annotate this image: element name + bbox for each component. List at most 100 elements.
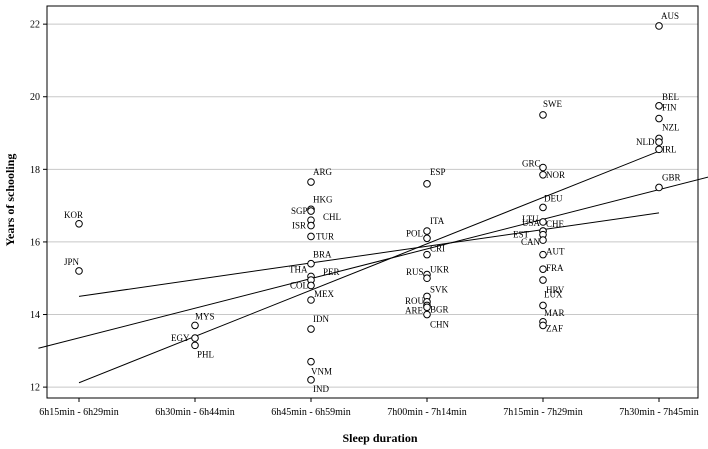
x-tick-label-0: 6h15min - 6h29min — [39, 407, 118, 418]
point-label-ind: IND — [313, 384, 329, 394]
point-zaf — [539, 321, 547, 330]
point-tur — [307, 232, 315, 241]
point-grc — [539, 163, 547, 172]
y-tick-label-20: 20 — [30, 92, 40, 103]
x-tick-label-4: 7h15min - 7h29min — [503, 407, 582, 418]
point-rus — [423, 274, 431, 283]
point-label-vnm: VNM — [311, 367, 332, 377]
point-label-egy: EGY — [171, 333, 190, 343]
point-col — [307, 281, 315, 290]
y-tick-label-18: 18 — [30, 165, 40, 176]
point-label-fra: FRA — [546, 263, 564, 273]
point-label-mar: MAR — [544, 308, 565, 318]
point-label-are: ARE — [405, 305, 424, 315]
point-label-phl: PHL — [197, 349, 214, 359]
y-tick-label-12: 12 — [30, 383, 40, 394]
fit-line-lower-bound — [78, 212, 660, 297]
point-esp — [423, 180, 431, 188]
axes: 12 14 16 18 20 22 6h15min - 6h29min 6h30min - 6… — [30, 5, 699, 418]
point-label-can: CAN — [521, 237, 541, 247]
fit-line-regression — [38, 176, 708, 349]
point-hrv — [539, 276, 547, 284]
point-irl — [655, 145, 663, 154]
point-label-arg: ARG — [313, 167, 333, 177]
x-tick-label-2: 6h45min - 6h59min — [271, 407, 350, 418]
point-label-svk: SVK — [430, 284, 449, 294]
point-gbr — [655, 183, 663, 192]
point-label-nor: NOR — [546, 170, 565, 180]
point-bel — [655, 102, 663, 110]
point-label-sgp: SGP — [291, 206, 308, 216]
point-label-idn: IDN — [313, 314, 329, 324]
point-label-aut: AUT — [546, 247, 565, 257]
point-lux — [539, 301, 547, 310]
point-ltu — [539, 218, 547, 226]
point-ind — [307, 376, 315, 384]
point-mex — [307, 296, 315, 304]
point-label-chn: CHN — [430, 320, 450, 330]
point-label-hrv: HRV — [546, 285, 565, 295]
point-fra — [539, 265, 547, 273]
x-tick-label-5: 7h30min - 7h45min — [619, 407, 698, 418]
point-label-tha: THA — [289, 264, 308, 274]
point-label-nzl: NZL — [662, 122, 680, 132]
point-label-jpn: JPN — [64, 257, 80, 267]
y-tick-label-14: 14 — [30, 310, 40, 321]
point-label-ita: ITA — [430, 216, 445, 226]
point-label-cri: CRI — [430, 244, 445, 254]
point-cri — [423, 250, 431, 259]
point-label-tur: TUR — [316, 231, 334, 241]
point-label-bgr: BGR — [430, 304, 449, 314]
point-fin — [655, 114, 663, 123]
point-deu — [539, 203, 547, 212]
point-isr — [307, 221, 315, 230]
point-bra — [307, 259, 315, 268]
point-label-gbr: GBR — [662, 172, 681, 182]
point-pol — [423, 234, 431, 243]
point-label-ukr: UKR — [430, 265, 449, 275]
point-label-pol: POL — [406, 228, 423, 238]
y-axis-title: Years of schooling — [3, 154, 17, 247]
point-chn — [423, 310, 431, 319]
plot-frame — [46, 5, 699, 399]
point-idn — [307, 325, 315, 333]
point-label-bel: BEL — [662, 92, 679, 102]
point-label-hkg: HKG — [313, 194, 333, 204]
point-label-swe: SWE — [543, 99, 563, 109]
point-label-kor: KOR — [64, 210, 83, 220]
data-points: KOR JPN MYS EGY PHL ARG HKG SGP CHL ISR TUR BRA THA P… — [64, 11, 681, 394]
x-tick-label-3: 7h00min - 7h14min — [387, 407, 466, 418]
point-label-ltu: LTU — [522, 214, 539, 224]
point-label-usa: USA — [522, 218, 541, 228]
point-ita — [423, 227, 431, 235]
point-are — [423, 303, 431, 312]
point-nld — [655, 138, 663, 146]
point-arg — [307, 178, 315, 186]
y-tick-label-16: 16 — [30, 237, 40, 248]
point-label-mys: MYS — [195, 311, 215, 321]
point-aut — [539, 250, 547, 259]
x-tick-label-1: 6h30min - 6h44min — [155, 407, 234, 418]
point-label-mex: MEX — [314, 289, 335, 299]
point-swe — [539, 111, 547, 119]
point-nor — [539, 170, 547, 179]
x-axis-title: Sleep duration — [342, 431, 417, 445]
point-label-aus: AUS — [661, 11, 679, 21]
point-label-grc: GRC — [522, 159, 541, 169]
point-label-chl: CHL — [323, 212, 341, 222]
point-label-rus: RUS — [406, 267, 424, 277]
fit-line-upper-bound — [78, 150, 660, 384]
point-label-irl: IRL — [662, 144, 677, 154]
point-can — [539, 236, 547, 244]
point-sgp — [307, 207, 315, 215]
point-label-isr: ISR — [292, 221, 306, 231]
point-label-per: PER — [323, 267, 340, 277]
point-aus — [655, 22, 663, 30]
point-label-rou: ROU — [405, 296, 425, 306]
point-kor — [75, 219, 83, 228]
point-label-col: COL — [290, 280, 308, 290]
point-vnm — [307, 357, 315, 366]
grid-lines — [47, 23, 698, 388]
point-label-esp: ESP — [430, 167, 446, 177]
point-label-deu: DEU — [544, 193, 563, 203]
